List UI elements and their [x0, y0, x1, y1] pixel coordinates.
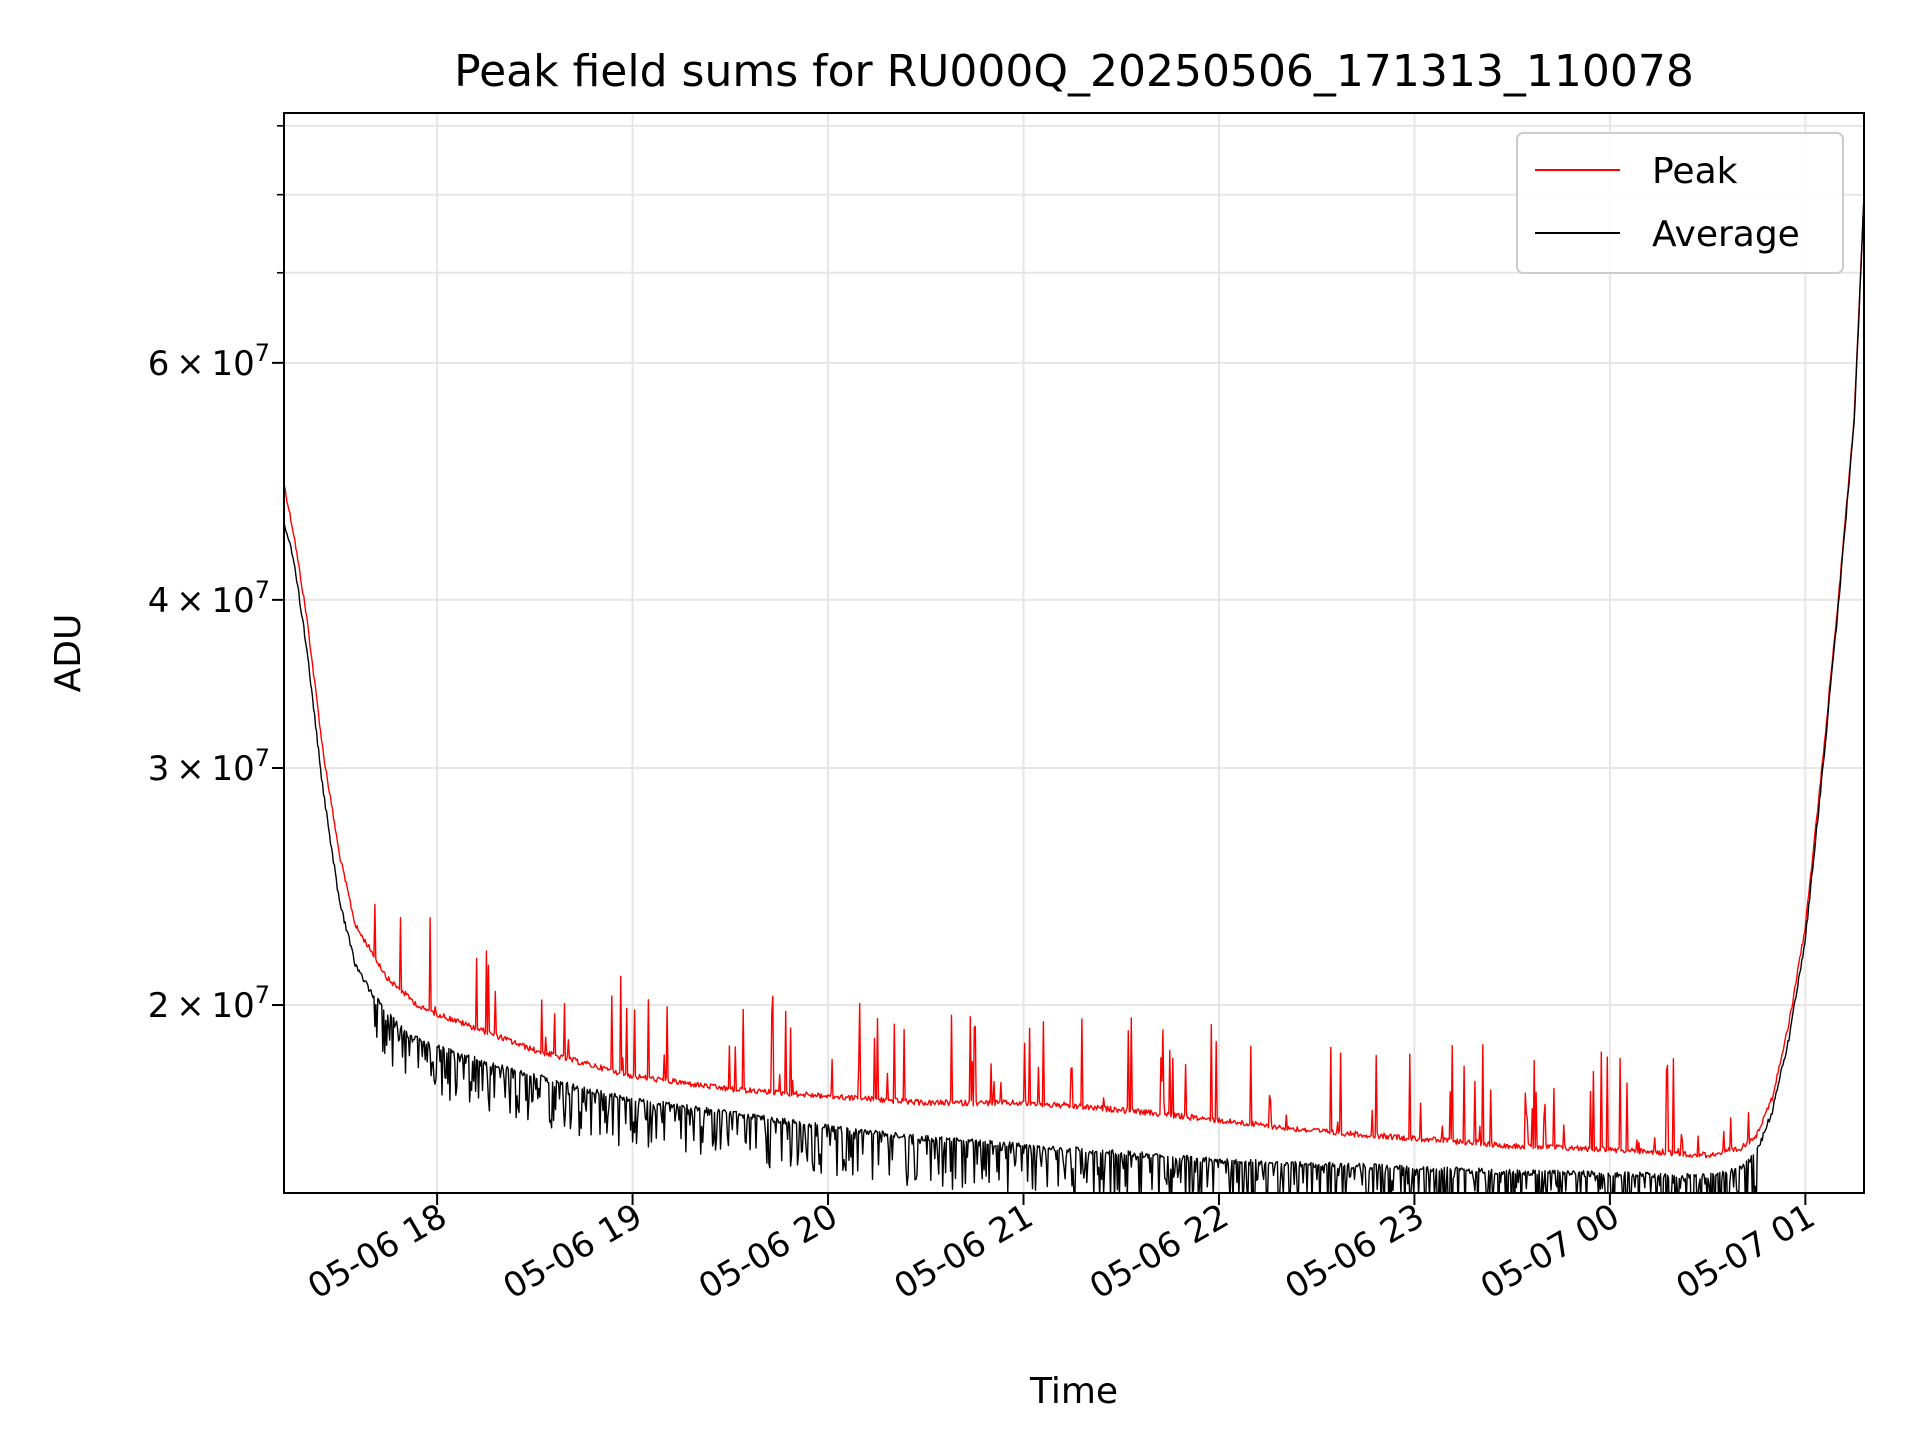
series-layer [284, 195, 1864, 1193]
peak-series-line [284, 196, 1864, 1159]
y-tick-label: 6 × 107 [148, 339, 270, 384]
chart-title: Peak field sums for RU000Q_20250506_1713… [454, 46, 1694, 97]
x-axis-label: Time [1029, 1371, 1118, 1412]
legend-average-label: Average [1652, 214, 1800, 255]
y-tick-label: 3 × 107 [148, 744, 270, 789]
legend-peak-label: Peak [1652, 151, 1738, 192]
y-tick-label: 2 × 107 [148, 981, 270, 1026]
average-series-line [284, 195, 1864, 1193]
y-tick-label: 4 × 107 [148, 576, 270, 621]
y-axis-label: ADU [48, 614, 89, 693]
legend: Peak Average [1516, 132, 1844, 274]
grid [284, 113, 1864, 1193]
plot-frame [283, 112, 1865, 1194]
legend-frame [1516, 132, 1844, 274]
